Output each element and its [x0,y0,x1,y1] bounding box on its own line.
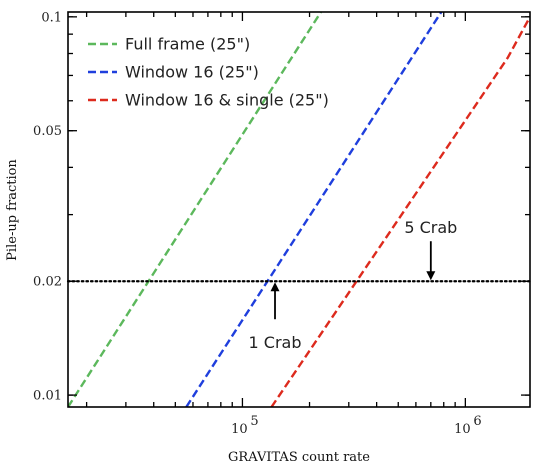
x-axis-title: GRAVITAS count rate [228,450,370,465]
x-tick-exponent: 5 [250,414,258,429]
annotation-arrow-head [426,271,436,281]
y-tick-label: 0.01 [33,389,62,404]
legend-item-3: Window 16 & single (25") [88,91,329,110]
annotation-label: 1 Crab [249,333,302,352]
series-line-1 [68,12,322,407]
series-line-3 [270,16,530,407]
legend-item-1: Full frame (25") [88,35,250,54]
annotation-2: 5 Crab [404,218,457,281]
y-tick-label: 0.05 [33,124,62,139]
legend-label: Full frame (25") [125,35,250,54]
y-tick-label: 0.1 [41,10,62,25]
x-tick-label: 10 [454,422,471,437]
y-tick-label: 0.02 [33,275,62,290]
annotation-arrow-head [270,282,280,292]
series-layer [68,12,530,407]
y-axis-title: Pile-up fraction [5,159,20,261]
annotation-layer: 1 Crab 5 Crab [249,218,458,352]
x-tick-label: 10 [231,422,248,437]
annotation-1: 1 Crab [249,282,302,352]
x-tick-exponent: 6 [473,414,481,429]
annotation-label: 5 Crab [404,218,457,237]
series-line-2 [185,12,443,407]
legend-item-2: Window 16 (25") [88,63,259,82]
plot-frame [67,11,531,408]
legend-label: Window 16 & single (25") [125,91,329,110]
legend-label: Window 16 (25") [125,63,259,82]
legend: Full frame (25") Window 16 (25") Window 16… [88,35,329,110]
